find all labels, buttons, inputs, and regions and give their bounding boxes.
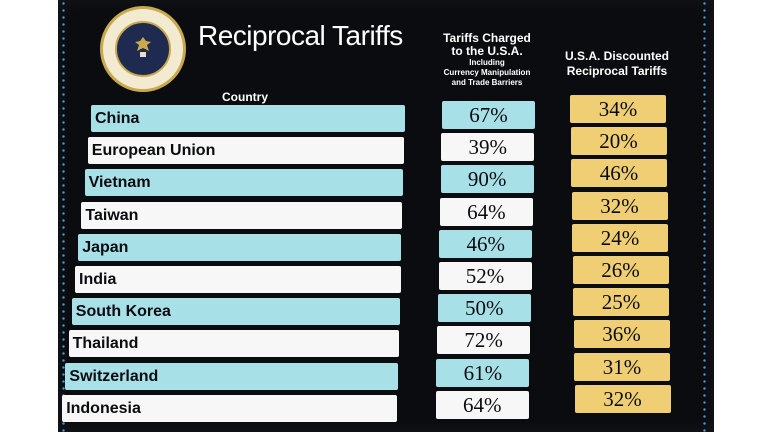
charged-tariff-cell: 64% <box>435 390 529 419</box>
country-name: Switzerland <box>69 367 159 385</box>
header-charged-line2: to the U.S.A. <box>451 44 523 58</box>
country-row: India <box>75 266 401 293</box>
country-name: Taiwan <box>85 206 139 224</box>
country-row: Thailand <box>68 330 399 358</box>
header-charged-note3: and Trade Barriers <box>451 78 523 87</box>
discounted-tariff-cell: 32% <box>571 191 668 220</box>
discounted-tariff-cell: 20% <box>570 127 667 156</box>
charged-tariff-cell: 72% <box>437 326 531 355</box>
country-row: China <box>91 105 405 132</box>
header-charged-note1: Including <box>469 58 505 67</box>
eagle-icon <box>135 37 151 57</box>
header-discounted: U.S.A. Discounted Reciprocal Tariffs <box>556 49 678 79</box>
country-row: Indonesia <box>62 394 397 422</box>
header-country: Country <box>222 90 268 104</box>
charged-tariff-cell: 52% <box>438 262 532 290</box>
charged-tariff-cell: 46% <box>439 229 533 258</box>
dotted-border-right <box>703 0 706 432</box>
discounted-tariff-cell: 31% <box>574 352 670 381</box>
country-name: South Korea <box>75 303 171 321</box>
discounted-tariff-cell: 34% <box>570 95 666 123</box>
header-charged-line1: Tariffs Charged <box>443 31 531 45</box>
discounted-tariff-cell: 32% <box>574 384 671 413</box>
country-row: Vietnam <box>84 169 404 197</box>
discounted-tariff-cell: 26% <box>572 256 669 284</box>
discounted-tariff-cell: 24% <box>572 223 668 252</box>
country-name: China <box>95 110 140 127</box>
seal-inner <box>115 21 171 77</box>
country-row: South Korea <box>71 298 400 326</box>
country-row: European Union <box>87 137 405 165</box>
country-name: Japan <box>82 238 129 256</box>
charged-tariff-cell: 67% <box>442 101 535 129</box>
discounted-tariff-cell: 46% <box>571 159 667 188</box>
charged-tariff-cell: 90% <box>440 165 534 194</box>
charged-tariff-cell: 64% <box>439 197 533 226</box>
charged-tariff-cell: 39% <box>441 133 535 162</box>
charged-tariff-cell: 61% <box>436 358 530 387</box>
country-name: Thailand <box>72 335 139 353</box>
country-row: Switzerland <box>65 362 398 390</box>
country-name: Indonesia <box>66 399 141 417</box>
page-title: Reciprocal Tariffs <box>198 20 403 51</box>
country-name: European Union <box>91 142 216 160</box>
country-row: Japan <box>78 233 402 261</box>
presidential-seal-icon <box>100 6 186 92</box>
header-discounted-line1: U.S.A. Discounted <box>564 49 669 63</box>
header-discounted-line2: Reciprocal Tariffs <box>566 64 668 78</box>
discounted-tariff-cell: 36% <box>573 320 670 349</box>
discounted-tariff-cell: 25% <box>573 288 669 317</box>
dotted-border-left <box>62 0 65 432</box>
header-charged-note2: Currency Manipulation <box>443 68 531 77</box>
charged-tariff-cell: 50% <box>437 294 531 323</box>
header-tariffs-charged: Tariffs Charged to the U.S.A. Including … <box>432 32 542 88</box>
country-name: Vietnam <box>88 174 151 192</box>
country-row: Taiwan <box>81 201 403 229</box>
country-name: India <box>79 271 117 288</box>
